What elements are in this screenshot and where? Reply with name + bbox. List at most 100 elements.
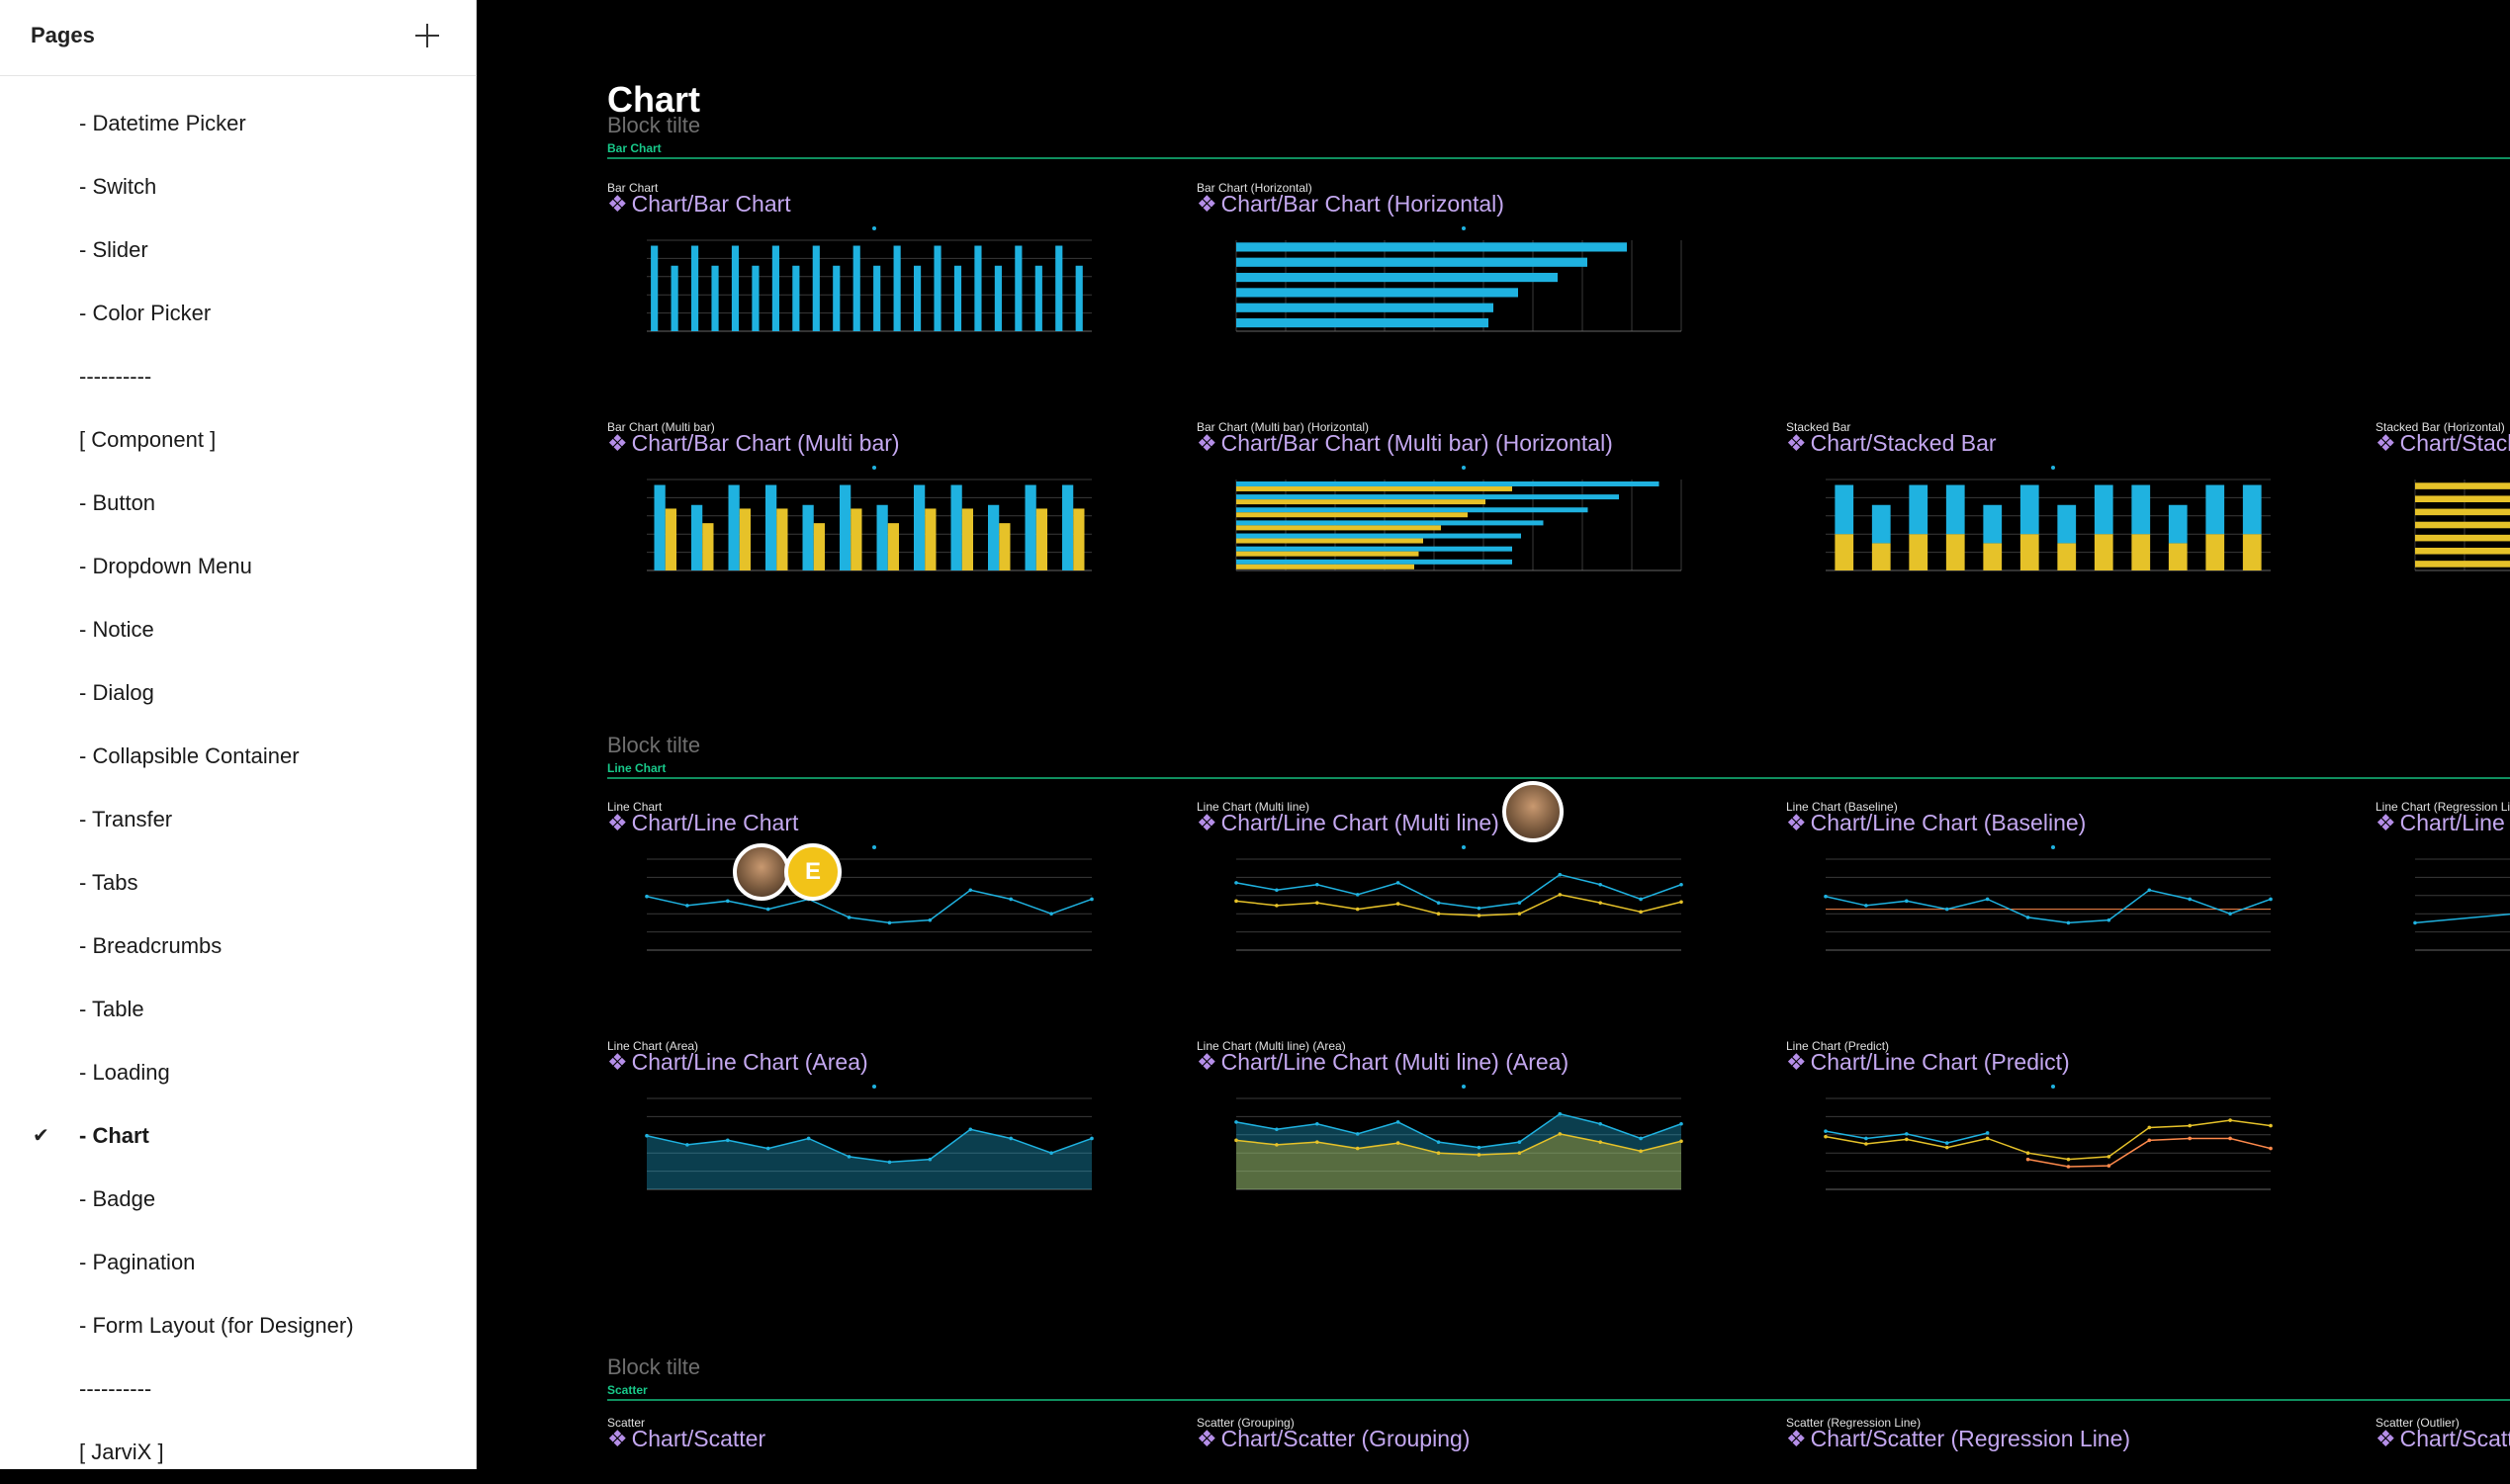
data-point	[1824, 894, 1828, 899]
sidebar-item[interactable]: [ Component ]	[0, 408, 477, 472]
component-name[interactable]: ❖ Chart/Line Chart	[607, 810, 798, 836]
legend-marker	[872, 466, 876, 470]
data-point	[968, 1127, 973, 1132]
sidebar-item[interactable]: - Transfer	[0, 788, 477, 851]
block-divider	[607, 157, 2510, 159]
sidebar-item[interactable]: ✔ - Chart	[0, 1104, 477, 1168]
sidebar-item[interactable]: ----------	[0, 345, 477, 408]
component-name[interactable]: ❖ Chart/Bar Chart (Multi bar)	[607, 430, 900, 457]
collaborator-avatar[interactable]: E	[784, 843, 842, 901]
component-name[interactable]: ❖ Chart/Bar Chart (Horizontal)	[1197, 191, 1504, 218]
bar	[2131, 484, 2151, 535]
bar	[1236, 559, 1512, 565]
data-point	[1517, 1151, 1522, 1155]
component-name[interactable]: ❖ Chart/Bar Chart	[607, 191, 791, 218]
bar	[1236, 564, 1414, 569]
bar	[702, 523, 714, 570]
legend-marker	[872, 226, 876, 230]
sidebar-item[interactable]: - Badge	[0, 1168, 477, 1231]
sidebar-item[interactable]: - Loading	[0, 1041, 477, 1104]
bar	[813, 523, 825, 570]
sidebar-item[interactable]: - Color Picker	[0, 282, 477, 345]
sidebar-item[interactable]: - Table	[0, 978, 477, 1041]
add-page-icon[interactable]	[411, 20, 443, 51]
bar	[1025, 484, 1036, 570]
sidebar-item[interactable]: ----------	[0, 1357, 477, 1421]
data-point	[1679, 900, 1683, 905]
data-point	[1436, 1140, 1441, 1144]
frame-label: Line Chart (Area)	[607, 1039, 699, 1053]
check-icon: ✔	[33, 1125, 49, 1147]
bar	[1236, 551, 1419, 557]
component-icon: ❖	[1786, 1426, 1807, 1451]
sidebar-item-label: [ JarviX ]	[79, 1440, 164, 1464]
bar	[1236, 533, 1521, 539]
sidebar-item[interactable]: - Button	[0, 472, 477, 535]
data-point	[2025, 1157, 2030, 1162]
chart	[1234, 1085, 1683, 1190]
sidebar-item[interactable]: - Form Layout (for Designer)	[0, 1294, 477, 1357]
sidebar-item[interactable]: - Collapsible Container	[0, 725, 477, 788]
sidebar-item[interactable]: - Breadcrumbs	[0, 915, 477, 978]
data-point	[1905, 899, 1909, 904]
sidebar-item-label: [ Component ]	[79, 427, 217, 452]
sidebar-item[interactable]: - Tabs	[0, 851, 477, 915]
design-canvas[interactable]: Chart Block tilte Bar Chart Block tilte …	[478, 0, 2510, 1469]
sidebar-item[interactable]: - Slider	[0, 218, 477, 282]
bar	[1236, 512, 1468, 518]
data-point	[806, 1136, 811, 1141]
component-name[interactable]: ❖ Chart/Stacked Bar	[1786, 430, 1997, 457]
component-name[interactable]: ❖Chart/Stacked Bar (Horizontal)	[2376, 430, 2510, 457]
sidebar-item[interactable]: - Pagination	[0, 1231, 477, 1294]
data-point	[847, 1155, 852, 1159]
data-point	[1315, 901, 1319, 905]
bar	[961, 508, 973, 570]
data-point	[1315, 1121, 1319, 1126]
component-name[interactable]: ❖Chart/Scatter (Outlier)	[2376, 1426, 2510, 1452]
data-point	[1864, 1136, 1868, 1141]
component-name[interactable]: ❖Chart/Line Chart (Regression Line)	[2376, 810, 2510, 836]
component-name[interactable]: ❖ Chart/Line Chart (Multi line)	[1197, 810, 1499, 836]
component-name-text: Chart/Line Chart (Multi line)	[1220, 810, 1499, 835]
series-line	[2414, 913, 2510, 924]
component-name[interactable]: ❖ Chart/Scatter (Regression Line)	[1786, 1426, 2130, 1452]
frame-label: Scatter (Outlier)	[2376, 1416, 2460, 1430]
sidebar-item-label: - Collapsible Container	[79, 743, 300, 768]
bar	[2205, 534, 2225, 570]
data-point	[1639, 1149, 1643, 1154]
bar	[739, 508, 751, 570]
sidebar-item[interactable]: [ JarviX ]	[0, 1421, 477, 1484]
sidebar-item[interactable]: - Notice	[0, 598, 477, 661]
bar	[1236, 317, 1488, 328]
data-point	[1598, 901, 1602, 905]
sidebar-item-label: ----------	[79, 364, 152, 389]
data-point	[2107, 1164, 2111, 1168]
pages-title: Pages	[31, 23, 95, 47]
component-name[interactable]: ❖ Chart/Line Chart (Multi line) (Area)	[1197, 1049, 1569, 1076]
chart	[1826, 466, 2271, 571]
component-name[interactable]: ❖ Chart/Scatter	[607, 1426, 765, 1452]
sidebar-item[interactable]: - Dropdown Menu	[0, 535, 477, 598]
sidebar-item[interactable]: - Datetime Picker	[0, 92, 477, 155]
data-point	[1639, 1136, 1643, 1141]
frame-label: Scatter (Grouping)	[1197, 1416, 1295, 1430]
data-point	[968, 888, 973, 893]
sidebar-item-label: ----------	[79, 1376, 152, 1401]
sidebar-item-label: - Dropdown Menu	[79, 554, 252, 578]
collaborator-avatar[interactable]	[1502, 781, 1564, 842]
sidebar-item[interactable]: - Switch	[0, 155, 477, 218]
data-point	[1944, 1145, 1949, 1150]
component-name[interactable]: ❖ Chart/Line Chart (Baseline)	[1786, 810, 2086, 836]
component-name[interactable]: ❖ Chart/Line Chart (Predict)	[1786, 1049, 2070, 1076]
sidebar-item[interactable]: - Dialog	[0, 661, 477, 725]
bar	[1236, 494, 1619, 500]
data-point	[1864, 904, 1868, 908]
collaborator-avatar[interactable]	[733, 843, 790, 901]
component-name[interactable]: ❖ Chart/Scatter (Grouping)	[1197, 1426, 1470, 1452]
component-name[interactable]: ❖ Chart/Line Chart (Area)	[607, 1049, 868, 1076]
component-name[interactable]: ❖ Chart/Bar Chart (Multi bar) (Horizontal…	[1197, 430, 1613, 457]
bar	[914, 484, 926, 570]
data-point	[1824, 1134, 1828, 1139]
sidebar-item-label: - Transfer	[79, 807, 173, 831]
data-point	[2228, 912, 2232, 916]
